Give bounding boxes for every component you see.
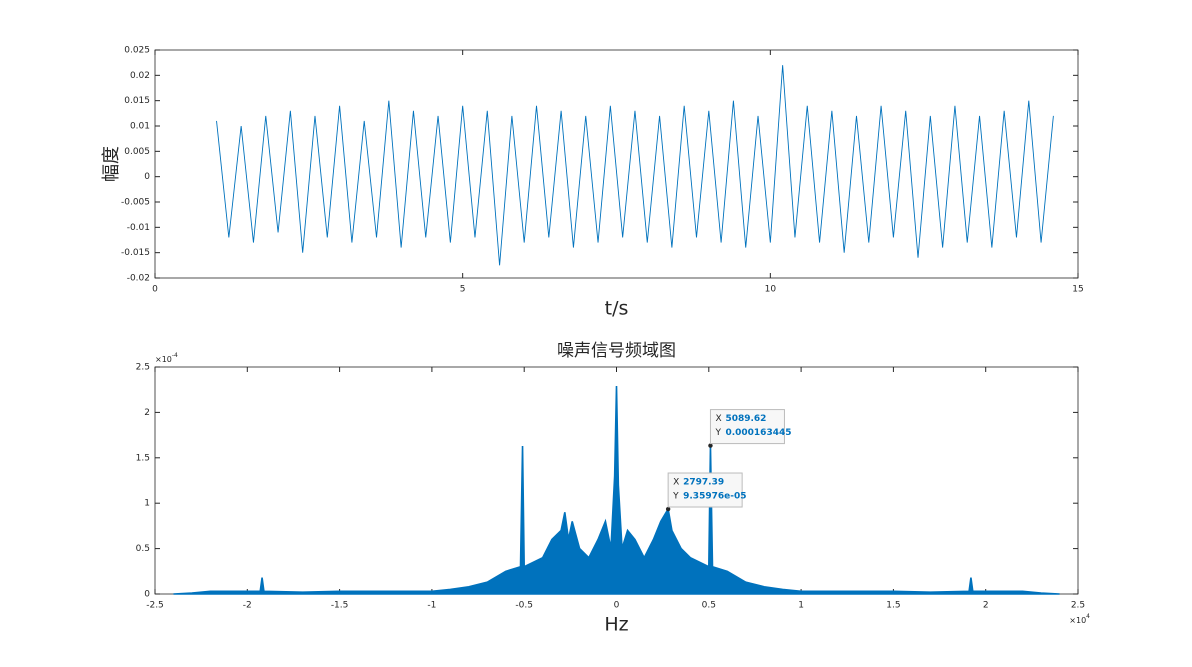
datatip-x-name: X bbox=[715, 414, 721, 424]
datatip-y-name: Y bbox=[714, 428, 721, 438]
x-tick-label: 2.5 bbox=[1071, 601, 1085, 611]
axis-exponent: ×10-4 bbox=[155, 352, 178, 364]
exponent-base: ×10 bbox=[1069, 616, 1086, 625]
x-tick-label: 2 bbox=[983, 601, 989, 611]
datatip-point bbox=[665, 506, 671, 512]
y-tick-label: -0.015 bbox=[121, 248, 150, 258]
y-tick-label: 2.5 bbox=[136, 363, 150, 373]
y-tick-label: 0.02 bbox=[130, 71, 150, 81]
x-tick-label: -2 bbox=[243, 601, 252, 611]
exponent-base: ×10 bbox=[155, 355, 172, 364]
datatip-box bbox=[667, 472, 743, 508]
x-tick-label: 15 bbox=[1072, 285, 1083, 295]
x-tick-label: 1.5 bbox=[886, 601, 900, 611]
chart-title: 噪声信号频域图 bbox=[557, 341, 676, 361]
y-tick-label: 1 bbox=[144, 499, 150, 509]
datatip-x-value: 5089.62 bbox=[725, 414, 766, 424]
datatip-box bbox=[709, 409, 785, 445]
y-tick-label: -0.02 bbox=[127, 274, 150, 284]
datatip-x-name: X bbox=[673, 478, 679, 488]
datatip-y-name: Y bbox=[672, 492, 679, 502]
y-tick-label: 0.015 bbox=[124, 96, 150, 106]
y-tick-label: 0 bbox=[144, 590, 150, 600]
y-tick-label: -0.01 bbox=[127, 223, 150, 233]
x-tick-label: 0 bbox=[152, 285, 158, 295]
datatip-x-value: 2797.39 bbox=[683, 478, 724, 488]
datatip-y-value: 0.000163445 bbox=[725, 428, 791, 438]
x-tick-label: 10 bbox=[765, 285, 777, 295]
y-tick-label: 2 bbox=[144, 408, 150, 418]
y-tick-label: 0.5 bbox=[136, 544, 150, 554]
x-tick-label: -0.5 bbox=[515, 601, 533, 611]
x-tick-label: 5 bbox=[460, 285, 466, 295]
x-tick-label: -1 bbox=[427, 601, 436, 611]
x-axis-label: Hz bbox=[604, 614, 628, 636]
y-tick-label: 0 bbox=[144, 172, 150, 182]
x-tick-label: 0 bbox=[614, 601, 620, 611]
x-tick-label: -1.5 bbox=[331, 601, 349, 611]
datatip: X 5089.62 Y 0.000163445 bbox=[709, 409, 792, 445]
y-tick-label: 0.005 bbox=[124, 147, 150, 157]
x-tick-label: 1 bbox=[798, 601, 804, 611]
signal-line bbox=[216, 65, 1054, 266]
y-tick-label: 0.01 bbox=[130, 122, 150, 132]
spectrum-area bbox=[173, 386, 1060, 595]
datatip-point bbox=[708, 443, 713, 448]
datatip: X 2797.39 Y 9.35976e-05 bbox=[667, 472, 746, 508]
x-tick-label: -2.5 bbox=[146, 601, 164, 611]
x-tick-label: 0.5 bbox=[702, 601, 716, 611]
y-tick-label: 1.5 bbox=[136, 453, 150, 463]
axis-exponent: ×104 bbox=[1069, 613, 1090, 625]
exponent-power: -4 bbox=[172, 352, 178, 359]
y-tick-label: 0.025 bbox=[124, 46, 150, 56]
axes-box bbox=[154, 49, 1079, 279]
datatip-y-value: 9.35976e-05 bbox=[683, 492, 746, 502]
x-axis-label: t/s bbox=[605, 298, 629, 320]
y-tick-label: -0.005 bbox=[121, 198, 150, 208]
y-axis-label: 幅度 bbox=[101, 146, 122, 182]
exponent-power: 4 bbox=[1086, 613, 1090, 620]
